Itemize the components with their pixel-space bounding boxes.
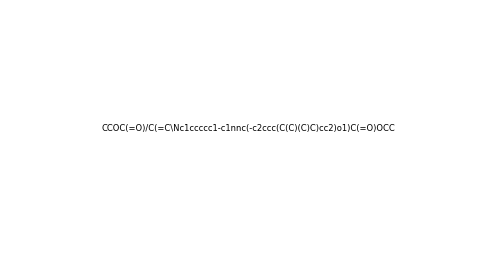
Text: CCOC(=O)/C(=C\Nc1ccccc1-c1nnc(-c2ccc(C(C)(C)C)cc2)o1)C(=O)OCC: CCOC(=O)/C(=C\Nc1ccccc1-c1nnc(-c2ccc(C(C… (101, 123, 395, 133)
